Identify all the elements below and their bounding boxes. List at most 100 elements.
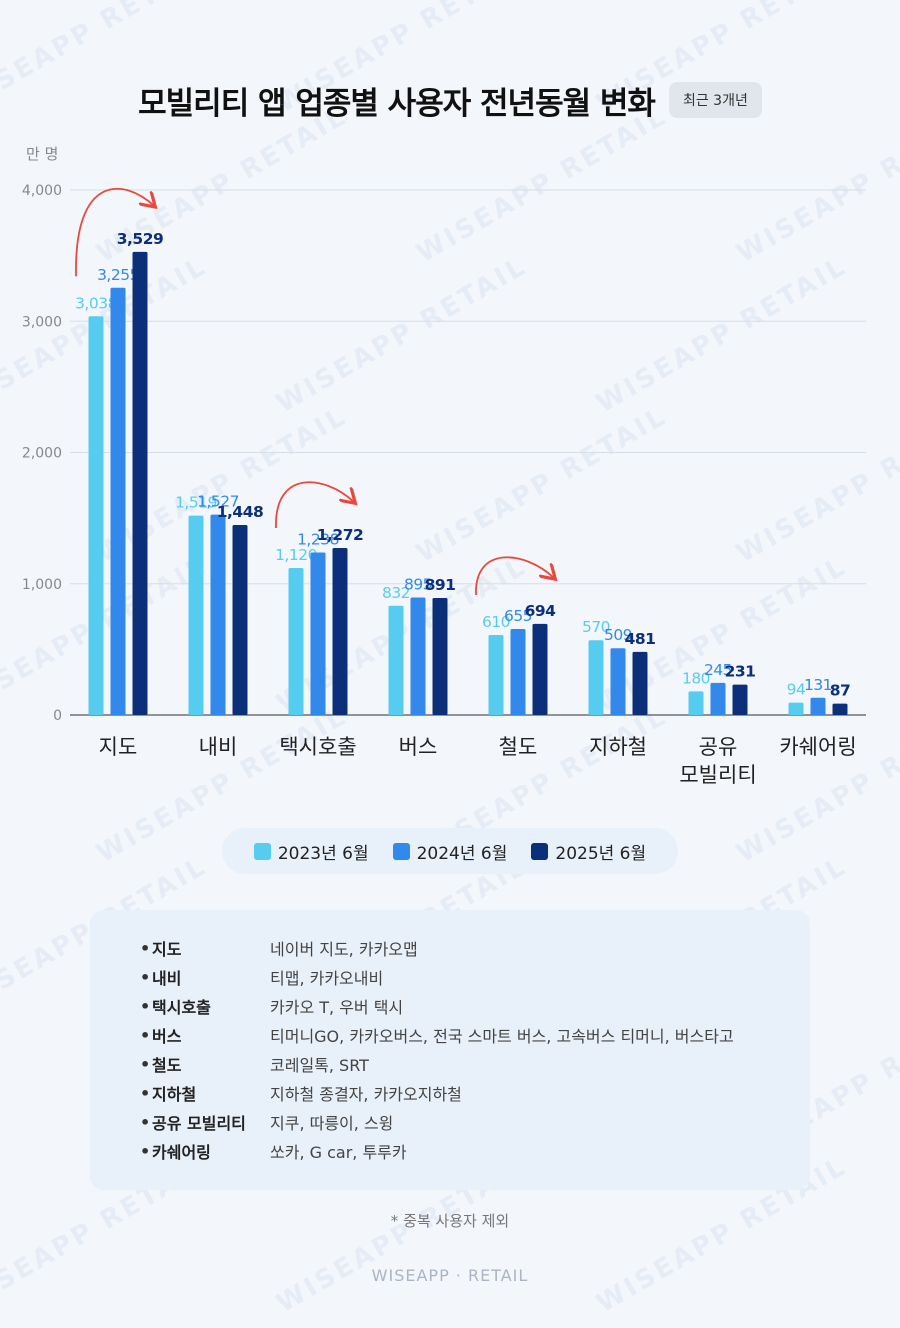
note-label: 버스 — [152, 1027, 182, 1046]
bar-value-label: 694 — [525, 602, 557, 620]
bar-value-label: 180 — [682, 669, 710, 687]
x-category-label: 버스 — [399, 735, 438, 759]
bar — [832, 703, 848, 715]
bar — [110, 287, 126, 715]
bar-value-label: 610 — [482, 613, 510, 631]
x-category-label: 철도 — [499, 735, 538, 759]
bar-value-label: 3,529 — [117, 230, 164, 248]
bar — [232, 524, 248, 715]
bar — [288, 568, 304, 715]
note-text: 티머니GO, 카카오버스, 전국 스마트 버스, 고속버스 티머니, 버스타고 — [270, 1027, 734, 1046]
note-text: 쏘카, G car, 투루카 — [270, 1143, 407, 1162]
bar-value-label: 1,120 — [275, 546, 317, 564]
bullet: • — [140, 1083, 151, 1103]
bar-value-label: 895 — [404, 576, 432, 594]
bar — [488, 634, 504, 715]
bar-value-label: 1,238 — [297, 531, 339, 549]
note-row: • 지하철 지하철 종결자, 카카오지하철 — [140, 1081, 462, 1105]
bar — [710, 682, 726, 715]
note-row: • 지도 네이버 지도, 카카오맵 — [140, 936, 418, 960]
bullet: • — [140, 1025, 151, 1045]
y-tick-label: 4,000 — [22, 183, 62, 199]
note-label: 택시호출 — [152, 998, 211, 1017]
note-label: 지하철 — [152, 1085, 197, 1104]
legend-label-2025: 2025년 6월 — [555, 843, 647, 864]
bar — [310, 552, 326, 715]
x-category-label: 카쉐어링 — [779, 735, 856, 759]
note-row: • 택시호출 카카오 T, 우버 택시 — [140, 994, 403, 1018]
bar — [588, 640, 604, 715]
bullet: • — [140, 938, 151, 958]
bar-value-label: 3,255 — [97, 266, 139, 284]
bar — [688, 691, 704, 715]
bar-value-label: 509 — [604, 626, 632, 644]
bar-value-label: 3,038 — [75, 294, 117, 312]
note-text: 티맵, 카카오내비 — [270, 969, 384, 988]
bar-value-label: 87 — [830, 682, 851, 700]
category-notes-panel: • 지도 네이버 지도, 카카오맵 • 내비 티맵, 카카오내비 • 택시호출 … — [90, 910, 810, 1190]
bar-chart: 만 명 0 1,000 2,000 3,000 4,000 3,038 3,255 3,529 지… — [22, 145, 866, 787]
bar-value-label: 655 — [504, 607, 532, 625]
x-category-label: 내비 — [199, 735, 238, 759]
period-badge: 최근 3개년 — [668, 82, 762, 118]
note-text: 지하철 종결자, 카카오지하철 — [270, 1085, 462, 1104]
legend-item-2023: 2023년 6월 — [253, 839, 369, 864]
note-label: 카쉐어링 — [152, 1143, 211, 1162]
bar-value-label: 891 — [425, 576, 456, 594]
bar-value-label: 131 — [804, 676, 832, 694]
note-row: • 카쉐어링 쏘카, G car, 투루카 — [140, 1139, 407, 1163]
x-category-label: 지하철 — [589, 735, 647, 759]
bar — [532, 623, 548, 715]
title-row: 모빌리티 앱 업종별 사용자 전년동월 변화 최근 3개년 — [0, 78, 900, 122]
bar-value-label: 481 — [625, 630, 656, 648]
bar-value-label: 1,272 — [317, 526, 364, 544]
legend-label-2023: 2023년 6월 — [277, 843, 369, 864]
bar-value-label: 1,527 — [197, 493, 239, 511]
note-text: 네이버 지도, 카카오맵 — [270, 940, 418, 959]
note-row: • 버스 티머니GO, 카카오버스, 전국 스마트 버스, 고속버스 티머니, … — [140, 1023, 734, 1047]
legend-swatch-2023 — [253, 842, 271, 860]
bullet: • — [140, 1054, 151, 1074]
bullet: • — [140, 1112, 151, 1132]
y-tick-label: 0 — [53, 708, 62, 724]
bullet: • — [140, 996, 151, 1016]
legend-label-2024: 2024년 6월 — [416, 843, 508, 864]
bullet: • — [140, 967, 151, 987]
x-category-label: 모빌리티 — [679, 763, 756, 787]
note-label: 공유 모빌리티 — [152, 1114, 246, 1133]
page-title: 모빌리티 앱 업종별 사용자 전년동월 변화 — [138, 85, 656, 122]
note-label: 내비 — [152, 969, 182, 988]
bar — [810, 697, 826, 715]
note-row: • 공유 모빌리티 지쿠, 따릉이, 스윙 — [140, 1110, 393, 1134]
legend-item-2024: 2024년 6월 — [392, 839, 508, 864]
bar — [388, 605, 404, 715]
note-label: 철도 — [152, 1056, 182, 1075]
note-text: 카카오 T, 우버 택시 — [270, 998, 404, 1017]
legend-item-2025: 2025년 6월 — [531, 839, 646, 864]
bar-value-label: 570 — [582, 618, 610, 636]
note-text: 코레일톡, SRT — [270, 1056, 369, 1075]
y-unit-label: 만 명 — [26, 145, 58, 163]
bar-value-label: 94 — [787, 681, 806, 699]
bar — [732, 684, 748, 715]
bullet: • — [140, 1141, 151, 1161]
bar — [510, 629, 526, 715]
note-text: 지쿠, 따릉이, 스윙 — [270, 1114, 394, 1133]
bar — [132, 251, 148, 715]
bar — [332, 548, 348, 715]
growth-arrow — [475, 556, 554, 595]
bar — [410, 597, 426, 715]
x-category-label: 지도 — [99, 735, 138, 759]
footnote: * 중복 사용자 제외 — [390, 1212, 510, 1230]
y-tick-label: 1,000 — [22, 577, 62, 593]
bar-value-label: 1,519 — [175, 494, 217, 512]
growth-arrow — [75, 187, 154, 277]
bar-value-label: 231 — [725, 663, 756, 681]
bar-value-label: 832 — [382, 584, 410, 602]
chart-legend: 2023년 6월 2024년 6월 2025년 6월 — [222, 828, 678, 874]
bar — [88, 316, 104, 715]
bar — [632, 651, 648, 715]
bar — [788, 702, 804, 715]
bar-value-label: 245 — [704, 661, 732, 679]
note-row: • 내비 티맵, 카카오내비 — [140, 965, 383, 989]
